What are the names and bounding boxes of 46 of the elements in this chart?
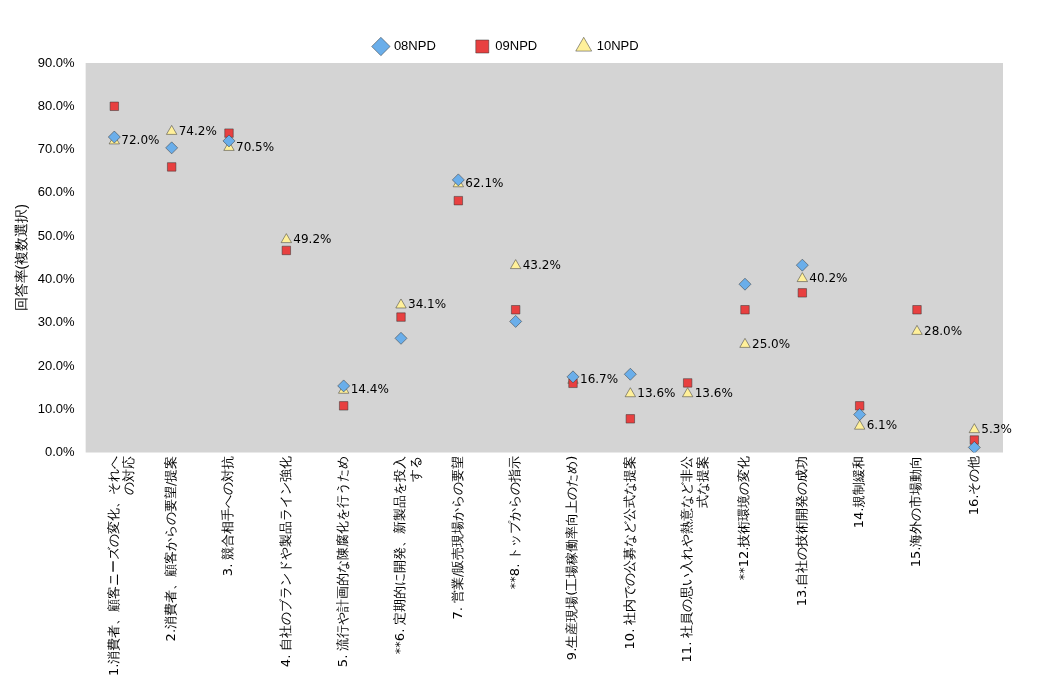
y-tick-label: 70.0%	[37, 141, 76, 157]
x-tick-label: 10. 社内での公募など公式な提案	[621, 455, 637, 650]
data-label: 6.1%	[866, 418, 898, 433]
data-label: 40.2%	[809, 270, 848, 285]
x-tick-label: 1.消費者、顧客ニーズの変化、それへの対応	[105, 455, 137, 676]
legend-label: 08NPD	[393, 38, 436, 54]
data-label: 28.0%	[924, 323, 963, 338]
x-tick-label: **6. 定期的に開発、新製品を投入する	[392, 455, 423, 655]
x-tick-label: **12.技術環境の変化	[736, 455, 752, 581]
y-tick-label: 40.0%	[37, 271, 76, 287]
data-label: 13.6%	[694, 385, 733, 400]
x-tick-label: 15.海外の市場動向	[908, 455, 924, 568]
x-tick-label: 13.自社の技術開発の成功	[793, 455, 809, 607]
x-tick-label: 11. 社員の思い入れや熱意など非公式な提案	[679, 455, 710, 663]
data-label: 5.3%	[981, 421, 1012, 436]
y-tick-label: 50.0%	[37, 227, 76, 243]
x-tick-label: 9.生産現場(工場稼働率向上のため)	[564, 455, 580, 661]
data-label: 72.0%	[121, 133, 160, 148]
y-tick-label: 30.0%	[37, 314, 76, 330]
data-label: 49.2%	[293, 231, 332, 246]
x-tick-label: 5. 流行や計画的な陳腐化を行うため	[335, 455, 351, 668]
x-tick-label: 3. 競合相手への対抗	[220, 455, 236, 577]
data-label: 25.0%	[752, 336, 791, 351]
legend-label: 10NPD	[596, 38, 639, 54]
x-tick-label: 4. 自社のブランドや製品ライン強化	[277, 455, 293, 668]
data-label: 14.4%	[350, 382, 389, 397]
y-axis-title: 回答率(複数選択)	[13, 204, 30, 312]
x-tick-label: 14.規制緩和	[851, 455, 867, 529]
data-label: 13.6%	[637, 385, 676, 400]
x-tick-label: 16.その他	[965, 455, 981, 516]
y-tick-label: 10.0%	[37, 400, 76, 416]
y-tick-label: 0.0%	[45, 444, 76, 460]
data-label: 74.2%	[178, 123, 217, 138]
y-tick-label: 90.0%	[37, 54, 76, 70]
legend-label: 09NPD	[495, 38, 538, 54]
data-label: 43.2%	[522, 257, 561, 272]
x-tick-label: 7. 営業/販売現場からの要望	[449, 455, 465, 620]
data-label: 34.1%	[408, 297, 447, 312]
y-tick-label: 80.0%	[37, 97, 76, 113]
y-tick-label: 20.0%	[37, 357, 76, 373]
data-label: 62.1%	[465, 175, 504, 190]
data-label: 16.7%	[580, 372, 619, 387]
x-tick-label: 2.消費者、顧客からの要望/提案	[163, 455, 179, 642]
data-label: 70.5%	[236, 139, 275, 154]
x-tick-label: **8. トップからの指示	[507, 455, 523, 590]
y-tick-label: 60.0%	[37, 184, 76, 200]
